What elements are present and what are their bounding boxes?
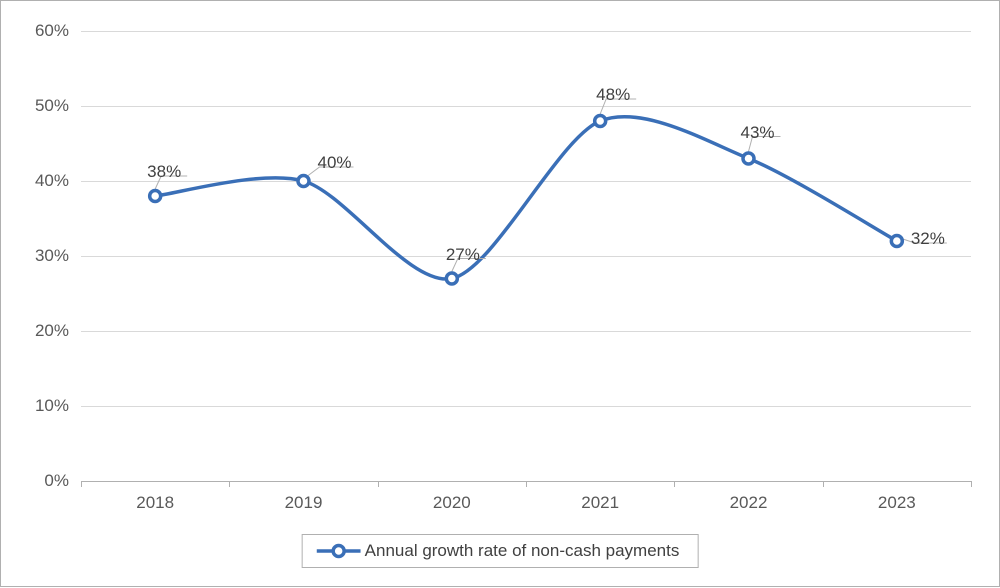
data-label: 38%	[147, 162, 181, 182]
data-label: 48%	[596, 85, 630, 105]
series-line	[155, 117, 897, 279]
data-marker	[446, 273, 457, 284]
data-label: 43%	[741, 123, 775, 143]
data-label: 40%	[318, 153, 352, 173]
chart-container: 0%10%20%30%40%50%60% 2018201920202021202…	[0, 0, 1000, 587]
data-marker	[150, 191, 161, 202]
data-marker	[298, 176, 309, 187]
data-marker	[891, 236, 902, 247]
legend: Annual growth rate of non-cash payments	[302, 534, 699, 568]
data-label: 27%	[446, 245, 480, 265]
data-label: 32%	[911, 229, 945, 249]
legend-label: Annual growth rate of non-cash payments	[365, 541, 680, 561]
legend-swatch	[317, 543, 361, 559]
line-chart-svg	[1, 1, 1000, 588]
data-marker	[743, 153, 754, 164]
data-marker	[595, 116, 606, 127]
